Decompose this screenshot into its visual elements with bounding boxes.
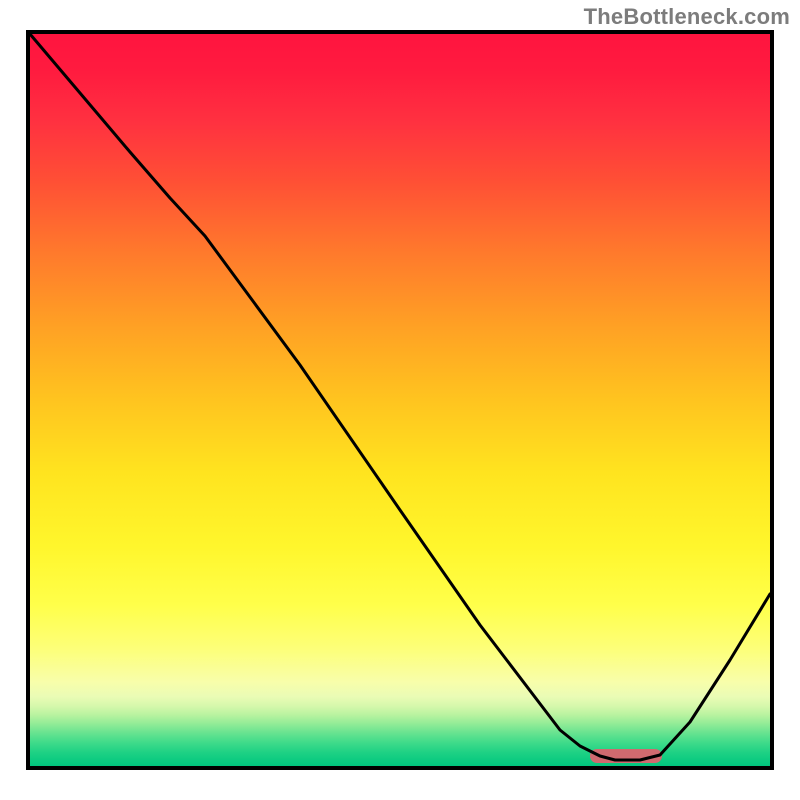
plot-area <box>30 34 770 766</box>
chart-frame: TheBottleneck.com <box>0 0 800 800</box>
watermark-text: TheBottleneck.com <box>584 4 790 30</box>
curve-layer <box>30 34 770 766</box>
bottleneck-curve <box>30 34 770 760</box>
